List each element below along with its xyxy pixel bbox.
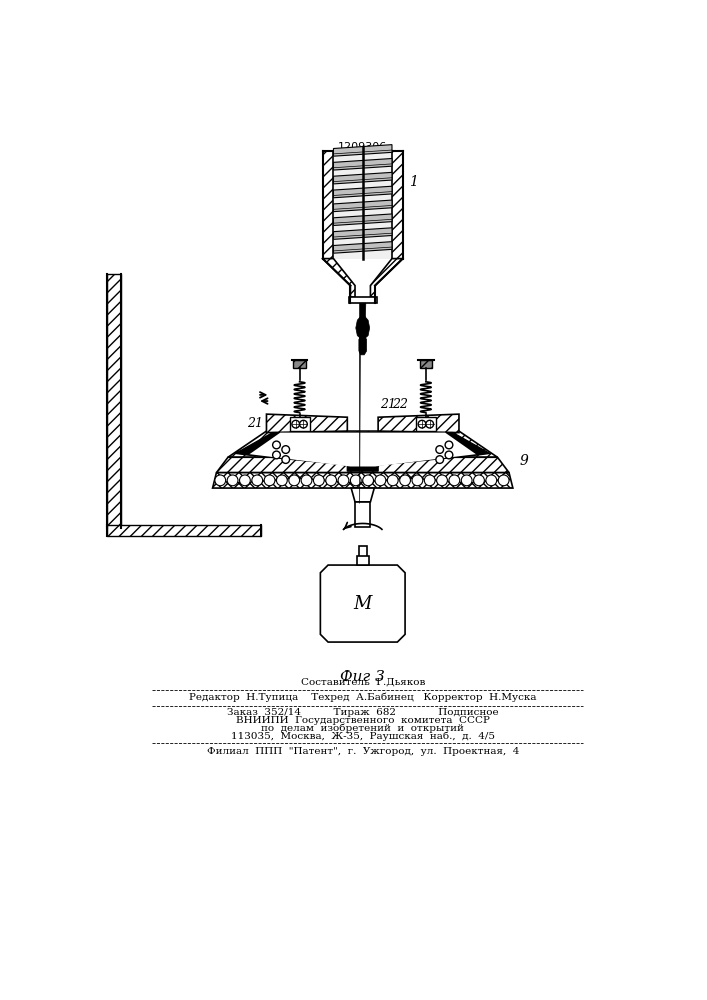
Bar bbox=[107, 525, 261, 536]
Circle shape bbox=[227, 475, 238, 486]
Bar bbox=[356, 556, 369, 565]
Polygon shape bbox=[293, 360, 305, 368]
Text: ВНИИПИ  Государственного  комитета  СССР: ВНИИПИ Государственного комитета СССР bbox=[236, 716, 490, 725]
Circle shape bbox=[399, 475, 411, 486]
Polygon shape bbox=[322, 259, 355, 297]
Text: 21: 21 bbox=[247, 417, 262, 430]
Text: Фиг 3: Фиг 3 bbox=[340, 670, 385, 684]
Text: Составитель  Г.Дьяков: Составитель Г.Дьяков bbox=[300, 678, 425, 687]
Text: Заказ  352/14          Тираж  682             Подписное: Заказ 352/14 Тираж 682 Подписное bbox=[227, 708, 498, 717]
Bar bbox=[359, 546, 366, 565]
Text: Редактор  Н.Тупица    Техред  А.Бабинец   Корректор  Н.Муска: Редактор Н.Тупица Техред А.Бабинец Корре… bbox=[189, 693, 537, 702]
Polygon shape bbox=[334, 172, 392, 184]
Circle shape bbox=[445, 451, 452, 459]
Circle shape bbox=[282, 446, 290, 453]
Text: 113035,  Москва,  Ж-35,  Раушская  наб.,  д.  4/5: 113035, Москва, Ж-35, Раушская наб., д. … bbox=[230, 731, 495, 741]
Text: 1: 1 bbox=[409, 175, 418, 189]
Circle shape bbox=[498, 475, 509, 486]
Circle shape bbox=[387, 475, 398, 486]
Circle shape bbox=[426, 420, 433, 428]
Circle shape bbox=[264, 475, 275, 486]
Polygon shape bbox=[228, 431, 498, 457]
Polygon shape bbox=[322, 151, 334, 259]
Circle shape bbox=[445, 441, 452, 449]
Circle shape bbox=[288, 475, 300, 486]
Polygon shape bbox=[267, 414, 347, 433]
Polygon shape bbox=[334, 158, 392, 170]
Circle shape bbox=[351, 475, 361, 486]
Bar bbox=[334, 151, 392, 259]
Polygon shape bbox=[351, 488, 374, 502]
Polygon shape bbox=[250, 433, 476, 466]
Circle shape bbox=[363, 475, 373, 486]
Bar bbox=[290, 417, 310, 431]
Polygon shape bbox=[359, 303, 366, 503]
Polygon shape bbox=[420, 360, 432, 368]
Polygon shape bbox=[334, 200, 392, 212]
Circle shape bbox=[437, 475, 448, 486]
Circle shape bbox=[240, 475, 250, 486]
Polygon shape bbox=[235, 433, 490, 471]
Circle shape bbox=[252, 475, 262, 486]
Circle shape bbox=[436, 446, 443, 453]
Text: 9: 9 bbox=[519, 454, 528, 468]
Circle shape bbox=[436, 456, 443, 463]
Polygon shape bbox=[370, 259, 403, 297]
Text: 21: 21 bbox=[380, 398, 396, 411]
Circle shape bbox=[273, 451, 281, 459]
Circle shape bbox=[276, 475, 287, 486]
Text: 22: 22 bbox=[392, 398, 408, 411]
Circle shape bbox=[282, 456, 290, 463]
Bar bbox=[355, 502, 370, 527]
Circle shape bbox=[300, 420, 308, 428]
Circle shape bbox=[301, 475, 312, 486]
Circle shape bbox=[326, 475, 337, 486]
Polygon shape bbox=[334, 214, 392, 225]
Bar bbox=[107, 274, 121, 528]
Circle shape bbox=[449, 475, 460, 486]
Polygon shape bbox=[216, 457, 509, 473]
Circle shape bbox=[418, 420, 426, 428]
Polygon shape bbox=[378, 414, 459, 433]
Polygon shape bbox=[334, 228, 392, 239]
Circle shape bbox=[424, 475, 435, 486]
Circle shape bbox=[412, 475, 423, 486]
Circle shape bbox=[338, 475, 349, 486]
Circle shape bbox=[292, 420, 300, 428]
Text: M: M bbox=[354, 595, 372, 613]
Polygon shape bbox=[334, 242, 392, 253]
Bar bbox=[349, 297, 377, 303]
Polygon shape bbox=[320, 565, 405, 642]
Circle shape bbox=[375, 475, 386, 486]
Circle shape bbox=[474, 475, 484, 486]
Circle shape bbox=[273, 441, 281, 449]
Polygon shape bbox=[392, 151, 403, 259]
Text: по  делам  изобретений  и  открытий: по делам изобретений и открытий bbox=[262, 724, 464, 733]
Circle shape bbox=[461, 475, 472, 486]
Polygon shape bbox=[334, 145, 392, 156]
Text: Филиал  ППП  "Патент",  г.  Ужгород,  ул.  Проектная,  4: Филиал ППП "Патент", г. Ужгород, ул. Про… bbox=[206, 747, 519, 756]
Text: 1209306: 1209306 bbox=[338, 142, 387, 152]
Text: 19: 19 bbox=[271, 418, 287, 431]
Polygon shape bbox=[356, 314, 370, 340]
Polygon shape bbox=[334, 186, 392, 198]
Text: 20: 20 bbox=[438, 418, 454, 431]
Circle shape bbox=[486, 475, 497, 486]
Circle shape bbox=[313, 475, 325, 486]
Circle shape bbox=[215, 475, 226, 486]
Bar bbox=[416, 417, 436, 431]
Polygon shape bbox=[213, 473, 513, 488]
